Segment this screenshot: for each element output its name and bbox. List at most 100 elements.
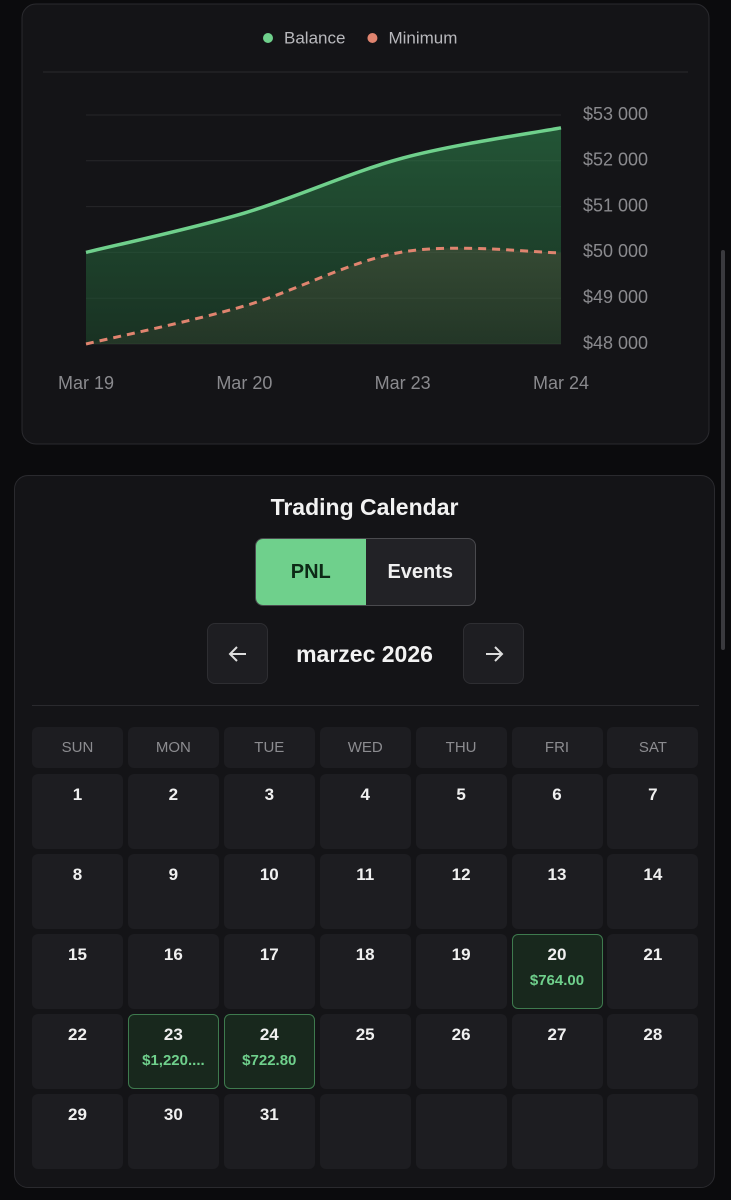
x-tick-label: Mar 20 [216,373,272,393]
day-cell[interactable]: 15 [32,934,123,1009]
legend-label: Minimum [388,28,457,47]
day-cell [319,1094,411,1169]
day-cell[interactable]: 17 [223,934,315,1009]
day-cell[interactable]: 1 [32,774,123,849]
day-cell [607,1094,699,1169]
day-cell[interactable]: 24 $722.80 [223,1014,315,1089]
day-cell[interactable]: 2 [127,774,219,849]
day-number: 31 [259,1105,279,1124]
day-number: 9 [168,865,179,884]
day-number: 14 [643,865,663,884]
pnl-value: $764.00 [529,972,585,989]
day-cell[interactable]: 9 [127,854,219,929]
prev-button[interactable] [207,623,268,684]
day-cell[interactable]: 21 [607,934,699,1009]
day-cell[interactable]: 7 [607,774,699,849]
scrollbar[interactable] [721,250,725,650]
x-tick-label: Mar 24 [533,373,589,393]
next-button[interactable] [463,623,524,684]
calendar-card: Trading Calendar PNL Events marzec 2026 S… [14,475,715,1188]
day-cell[interactable]: 22 [32,1014,123,1089]
arrow-left [228,645,246,662]
day-number: 8 [72,865,83,884]
weekday-header: SUN [32,727,123,768]
area [86,248,561,344]
day-number: 16 [163,945,183,964]
day-cell[interactable]: 11 [319,854,411,929]
day-number: 29 [68,1105,87,1124]
day-number: 13 [547,865,567,884]
legend-marker [367,33,378,43]
line [85,126,562,255]
y-tick-label: $52 000 [583,150,648,170]
day-cell[interactable]: 23 $1,220.... [127,1014,219,1089]
pnl-value: $722.80 [242,1052,297,1069]
day-cell [415,1094,507,1169]
x-tick-label: Mar 19 [58,373,114,393]
month-label: marzec 2026 [296,641,433,667]
day-number: 7 [648,785,658,804]
day-cell[interactable]: 26 [415,1014,507,1089]
day-cell[interactable]: 29 [32,1094,123,1169]
day-number: 18 [355,945,375,964]
day-cell[interactable]: 14 [607,854,699,929]
y-tick-label: $48 000 [583,333,648,353]
weekday-header: SAT [607,727,699,768]
day-number: 6 [552,785,562,804]
chart: $48 000 $49 000 $50 000 $51 000 $52 000 $53 0… [21,3,710,445]
day-cell[interactable]: 10 [223,854,315,929]
line [85,246,562,346]
day-cell[interactable]: 5 [415,774,507,849]
weekday-header: WED [319,727,411,768]
day-number: 28 [643,1025,663,1044]
day-cell[interactable]: 12 [415,854,507,929]
weekday-header: TUE [223,727,315,768]
weekday-header: FRI [511,727,603,768]
day-number: 27 [547,1025,567,1044]
day-cell[interactable]: 16 [127,934,219,1009]
day-cell[interactable]: 6 [511,774,603,849]
day-cell[interactable]: 18 [319,934,411,1009]
day-cell [511,1094,603,1169]
day-number: 10 [259,865,279,884]
y-tick-label: $49 000 [583,287,648,307]
day-number: 1 [72,785,83,804]
tab[interactable]: PNL [256,539,366,605]
day-number: 20 [547,945,567,964]
day-number: 26 [451,1025,471,1044]
day-cell[interactable]: 28 [607,1014,699,1089]
day-cell[interactable]: 20 $764.00 [511,934,603,1009]
weekday-header: MON [127,727,219,768]
day-cell[interactable]: 27 [511,1014,603,1089]
day-cell[interactable]: 3 [223,774,315,849]
y-tick-label: $53 000 [583,104,648,124]
day-number: 3 [264,785,275,804]
day-cell[interactable]: 13 [511,854,603,929]
day-number: 17 [259,945,279,964]
calendar-title: Trading Calendar [270,494,459,520]
day-number: 19 [451,945,471,964]
day-cell[interactable]: 31 [223,1094,315,1169]
y-tick-label: $51 000 [583,195,648,215]
day-number: 22 [68,1025,87,1044]
day-cell[interactable]: 19 [415,934,507,1009]
day-number: 12 [451,865,471,884]
day-number: 30 [163,1105,183,1124]
day-number: 21 [643,945,663,964]
tab[interactable]: Events [387,560,454,583]
day-cell[interactable]: 25 [319,1014,411,1089]
tab-group: PNL Events [255,538,476,606]
arrow-right [485,645,503,662]
day-number: 4 [360,785,370,804]
day-number: 2 [168,785,179,804]
day-cell[interactable]: 4 [319,774,411,849]
legend-label: Balance [284,28,345,47]
weekday-header: THU [415,727,507,768]
day-number: 15 [68,945,87,964]
day-cell[interactable]: 30 [127,1094,219,1169]
day-number: 5 [456,785,466,804]
x-tick-label: Mar 23 [375,373,431,393]
day-cell[interactable]: 8 [32,854,123,929]
separator [32,705,699,706]
